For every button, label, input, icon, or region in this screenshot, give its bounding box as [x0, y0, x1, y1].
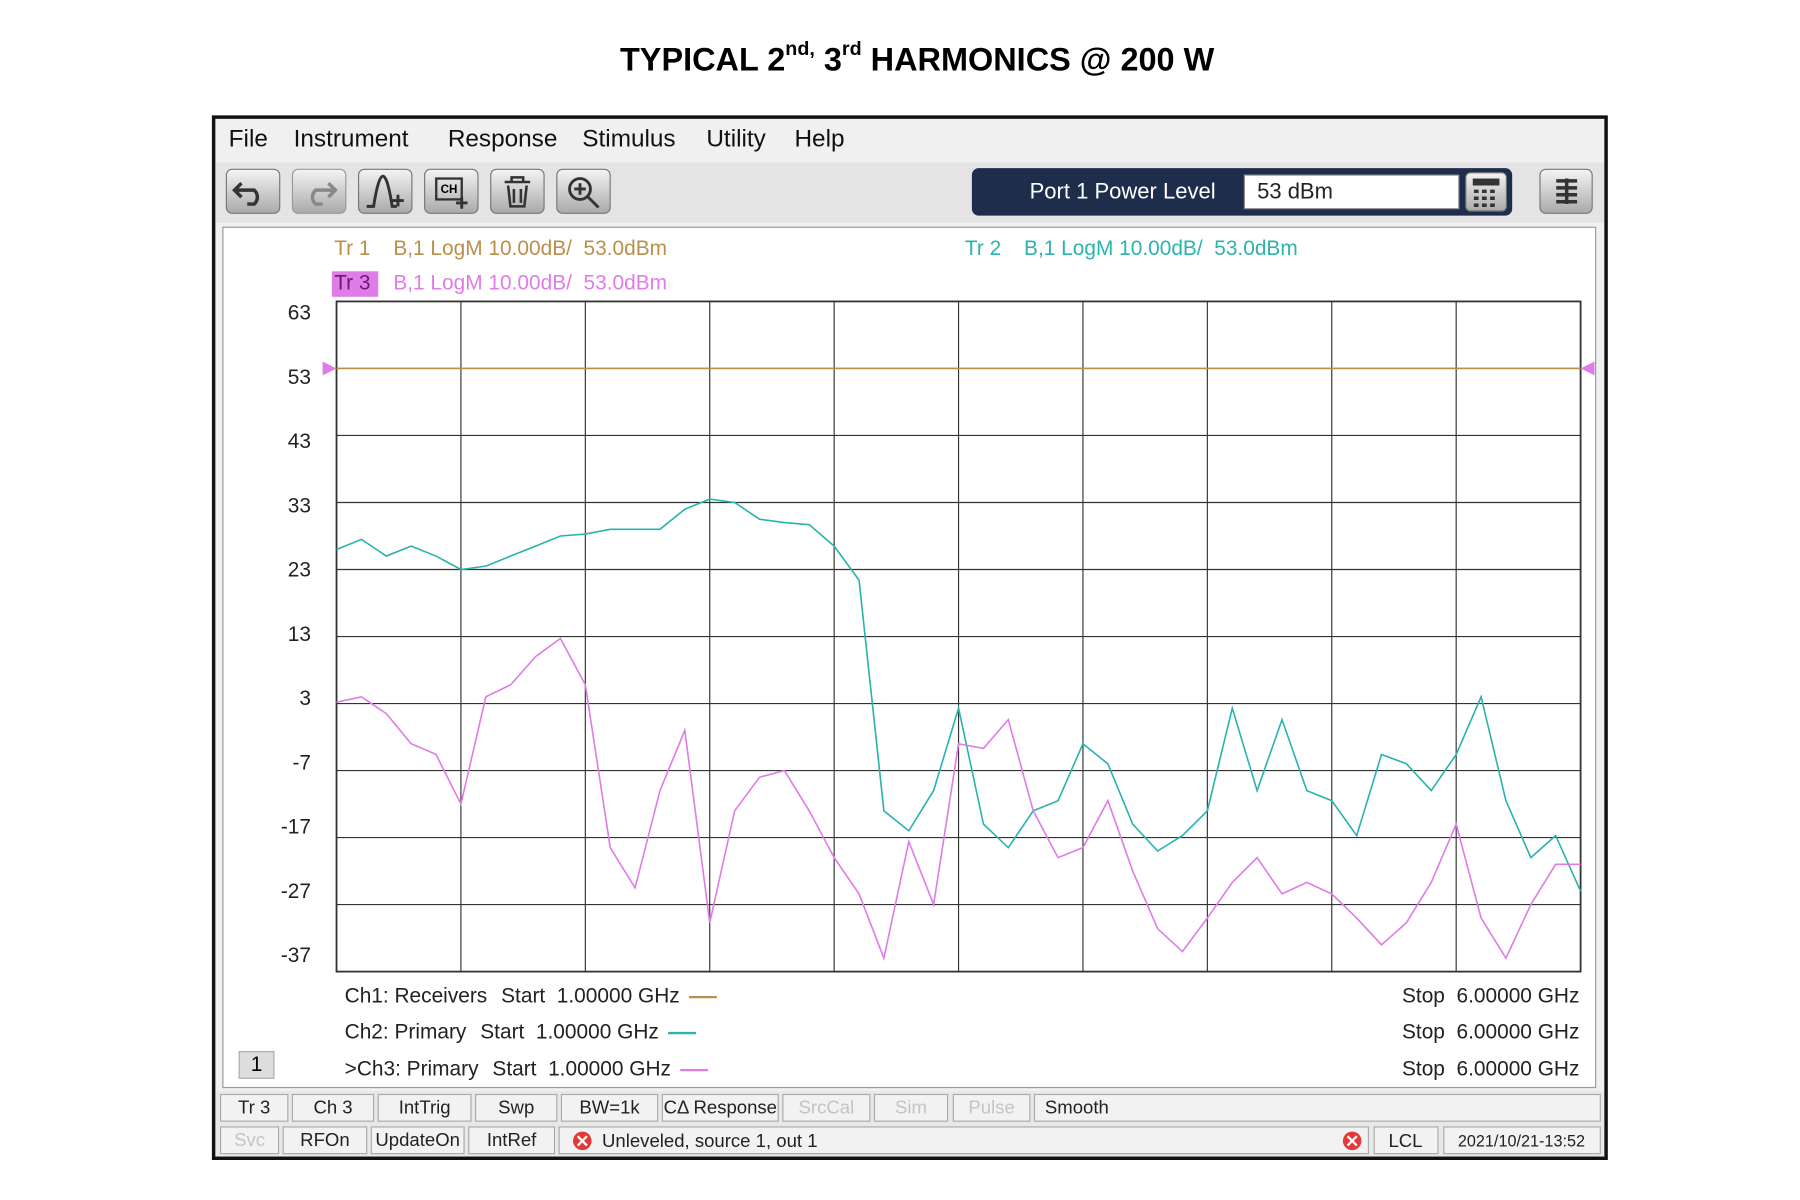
- channel-start: Start 1.00000 GHz: [501, 985, 680, 1008]
- channel-label: Ch2: Primary: [345, 1021, 467, 1044]
- y-tick-label: 13: [288, 623, 311, 646]
- softkey: SrcCal: [799, 1096, 855, 1117]
- softkey-button[interactable]: [560, 1093, 659, 1122]
- trace-line: [336, 637, 1581, 961]
- softkey-button[interactable]: [782, 1093, 871, 1122]
- trace-name: Tr 1: [334, 237, 370, 260]
- status-key-button[interactable]: [220, 1126, 280, 1155]
- clock-field: [1443, 1126, 1601, 1155]
- y-tick-label: 33: [288, 494, 311, 517]
- power-value: 53 dBm: [1257, 178, 1333, 203]
- softkey-button[interactable]: [1033, 1093, 1601, 1122]
- page-title: TYPICAL 2nd, 3rd HARMONICS @ 200 W: [575, 38, 1241, 77]
- softkey: Tr 3: [238, 1096, 270, 1117]
- trace-name: Tr 2: [965, 237, 1001, 260]
- softkey-button[interactable]: [220, 1093, 289, 1122]
- channel-label: Ch1: Receivers: [345, 985, 488, 1008]
- trace-line: [336, 498, 1582, 892]
- marker-button[interactable]: [357, 168, 413, 214]
- y-tick-label: -27: [281, 880, 311, 903]
- status-key: Svc: [234, 1129, 265, 1150]
- softkey: Sim: [895, 1096, 927, 1117]
- softkey-toggle[interactable]: [1539, 168, 1593, 214]
- power-label: Port 1 Power Level: [1030, 178, 1216, 203]
- channel-stop: Stop 6.00000 GHz: [1402, 985, 1579, 1008]
- trace-header: B,1 LogM 10.00dB/ 53.0dBm: [393, 237, 667, 260]
- softkey-button[interactable]: [377, 1093, 472, 1122]
- window-number-box: [238, 1051, 275, 1079]
- title-part: TYPICAL 2: [620, 41, 785, 77]
- softkey-button[interactable]: [661, 1093, 779, 1122]
- y-tick-label: -17: [281, 816, 311, 839]
- menu-item[interactable]: Stimulus: [582, 126, 675, 153]
- title-part: HARMONICS @ 200 W: [862, 41, 1215, 77]
- remote-field: [1373, 1126, 1439, 1155]
- reference-marker: [1580, 361, 1595, 376]
- delete-button[interactable]: [490, 168, 545, 214]
- trace-name: Tr 3: [334, 272, 370, 295]
- softkey: BW=1k: [579, 1096, 640, 1117]
- error-icon-cross: [1346, 1135, 1358, 1147]
- softkey-button[interactable]: [952, 1093, 1031, 1122]
- softkey: IntTrig: [399, 1096, 451, 1117]
- status-key: UpdateOn: [375, 1129, 460, 1150]
- svg-text:CH: CH: [441, 184, 458, 196]
- menu-item[interactable]: Help: [794, 126, 844, 153]
- softkey-button[interactable]: [291, 1093, 375, 1122]
- zoom-button[interactable]: [556, 168, 611, 214]
- active-trace-highlight: [331, 271, 379, 297]
- y-tick-label: -7: [292, 751, 311, 774]
- trace-header: B,1 LogM 10.00dB/ 53.0dBm: [393, 272, 667, 295]
- channel-label: >Ch3: Primary: [345, 1058, 479, 1081]
- power-input[interactable]: [1243, 174, 1460, 210]
- channel-stop: Stop 6.00000 GHz: [1402, 1021, 1579, 1044]
- y-tick-label: -37: [281, 944, 311, 967]
- trace-header: B,1 LogM 10.00dB/ 53.0dBm: [1024, 237, 1298, 260]
- menu-item[interactable]: Instrument: [294, 126, 409, 153]
- undo-button[interactable]: [225, 168, 281, 214]
- status-key: RFOn: [300, 1129, 349, 1150]
- remote-status: LCL: [1388, 1130, 1422, 1151]
- window-number: 1: [251, 1053, 263, 1076]
- softkey: Swp: [498, 1096, 534, 1117]
- menu-item[interactable]: Response: [448, 126, 558, 153]
- title-sup: nd,: [785, 38, 815, 60]
- softkey: Smooth: [1045, 1096, 1109, 1117]
- softkey: Ch 3: [313, 1096, 352, 1117]
- channel-start: Start 1.00000 GHz: [480, 1021, 659, 1044]
- status-key-button[interactable]: [370, 1126, 465, 1155]
- menu-item[interactable]: Utility: [706, 126, 766, 153]
- timestamp: 2021/10/21-13:52: [1458, 1132, 1585, 1150]
- softkey-button[interactable]: [475, 1093, 558, 1122]
- status-key: IntRef: [487, 1129, 537, 1150]
- softkey: Pulse: [968, 1096, 1014, 1117]
- title-sup: rd: [842, 38, 862, 60]
- redo-button[interactable]: [291, 168, 347, 214]
- copy-button[interactable]: CH: [424, 168, 479, 214]
- toolbar-buttons: CH: [225, 168, 611, 214]
- menu-item[interactable]: File: [229, 126, 268, 153]
- y-tick-label: 43: [288, 430, 311, 453]
- y-tick-label: 23: [288, 559, 311, 582]
- softkey-button[interactable]: [873, 1093, 949, 1122]
- y-tick-label: 3: [299, 687, 311, 710]
- status-key-button[interactable]: [282, 1126, 368, 1155]
- channel-stop: Stop 6.00000 GHz: [1402, 1058, 1579, 1081]
- title-part: 3: [815, 41, 842, 77]
- error-icon-cross: [576, 1135, 588, 1147]
- y-tick-label: 63: [288, 302, 311, 325]
- softkey: CΔ Response: [664, 1096, 777, 1117]
- status-field: [558, 1126, 1369, 1155]
- channel-start: Start 1.00000 GHz: [492, 1058, 671, 1081]
- reference-marker: [322, 361, 337, 376]
- y-tick-label: 53: [288, 366, 311, 389]
- keypad-button[interactable]: [1465, 172, 1507, 212]
- status-key-button[interactable]: [468, 1126, 556, 1155]
- status-message: Unleveled, source 1, out 1: [602, 1130, 817, 1151]
